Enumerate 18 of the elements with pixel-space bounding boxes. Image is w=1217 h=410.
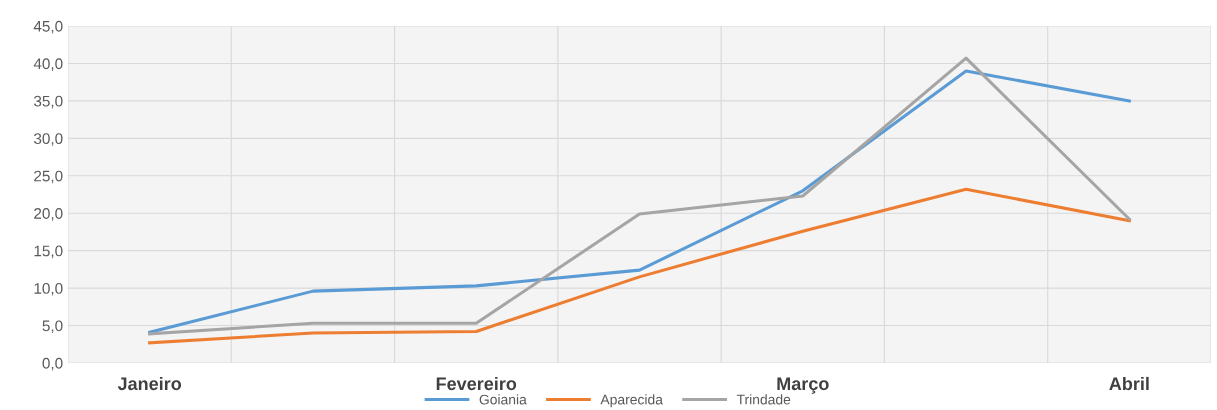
y-tick-label: 10,0 bbox=[34, 282, 63, 296]
y-tick-label: 20,0 bbox=[34, 208, 63, 221]
line-series bbox=[148, 187, 1131, 345]
y-tick-label: 15,0 bbox=[34, 245, 63, 259]
x-tick-label: Janeiro bbox=[117, 376, 182, 391]
y-tick-label: 0,0 bbox=[42, 357, 63, 371]
y-tick-label: 35,0 bbox=[33, 95, 63, 109]
y-tick-label: 25,0 bbox=[34, 170, 63, 184]
y-tick-label: 45,0 bbox=[33, 20, 63, 34]
x-tick-label: Abril bbox=[1109, 376, 1149, 391]
y-tick-label: 5,0 bbox=[42, 320, 63, 334]
x-tick-label: Março bbox=[777, 377, 829, 394]
legend-label: Aparecida bbox=[600, 394, 663, 408]
legend-label: Goiania bbox=[479, 394, 527, 405]
y-tick-label: 30,0 bbox=[33, 133, 63, 146]
y-tick-label: 40,0 bbox=[33, 58, 63, 71]
x-tick-label: Fevereiro bbox=[436, 376, 517, 391]
legend-label: Trindade bbox=[736, 394, 791, 405]
